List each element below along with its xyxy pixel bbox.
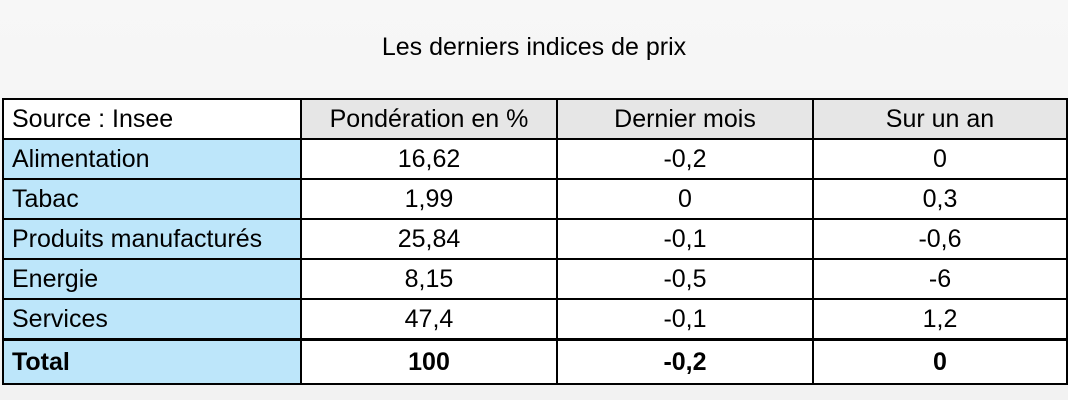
one-year-cell: -0,6 [812,218,1068,260]
table-title: Les derniers indices de prix [381,33,687,61]
table-row: Alimentation 16,62 -0,2 0 [2,138,1068,180]
last-month-cell: 0 [556,178,814,220]
row-label: Alimentation [2,138,302,180]
weight-cell: 8,15 [300,258,558,300]
header-source: Source : Insee [2,98,302,140]
weight-cell: 25,84 [300,218,558,260]
one-year-cell: 0,3 [812,178,1068,220]
last-month-cell: -0,5 [556,258,814,300]
total-row: Total 100 -0,2 0 [2,338,1068,385]
one-year-cell: 1,2 [812,298,1068,341]
table-row: Produits manufacturés 25,84 -0,1 -0,6 [2,218,1068,260]
total-weight-cell: 100 [300,338,558,385]
header-weight: Pondération en % [300,98,558,140]
price-index-table: Source : Insee Pondération en % Dernier … [2,98,1068,385]
total-label: Total [2,338,302,385]
weight-cell: 16,62 [300,138,558,180]
row-label: Tabac [2,178,302,220]
row-label: Produits manufacturés [2,218,302,260]
table-row: Energie 8,15 -0,5 -6 [2,258,1068,300]
last-month-cell: -0,1 [556,298,814,341]
weight-cell: 1,99 [300,178,558,220]
row-label: Services [2,298,302,341]
one-year-cell: -6 [812,258,1068,300]
table-row: Tabac 1,99 0 0,3 [2,178,1068,220]
row-label: Energie [2,258,302,300]
header-last-month: Dernier mois [556,98,814,140]
total-one-year-cell: 0 [812,338,1068,385]
table-row: Services 47,4 -0,1 1,2 [2,298,1068,341]
last-month-cell: -0,2 [556,138,814,180]
weight-cell: 47,4 [300,298,558,341]
last-month-cell: -0,1 [556,218,814,260]
header-one-year: Sur un an [812,98,1068,140]
one-year-cell: 0 [812,138,1068,180]
total-last-month-cell: -0,2 [556,338,814,385]
header-row: Source : Insee Pondération en % Dernier … [2,98,1068,140]
